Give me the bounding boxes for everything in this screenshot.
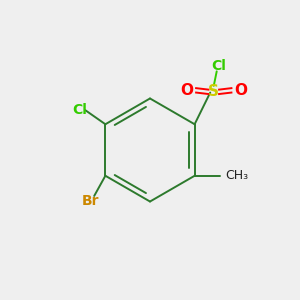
Text: Cl: Cl	[72, 103, 87, 116]
Text: Br: Br	[82, 194, 99, 208]
Text: S: S	[208, 84, 219, 99]
Text: CH₃: CH₃	[226, 169, 249, 182]
Text: Cl: Cl	[212, 59, 226, 73]
Text: O: O	[234, 83, 247, 98]
Text: O: O	[181, 83, 194, 98]
